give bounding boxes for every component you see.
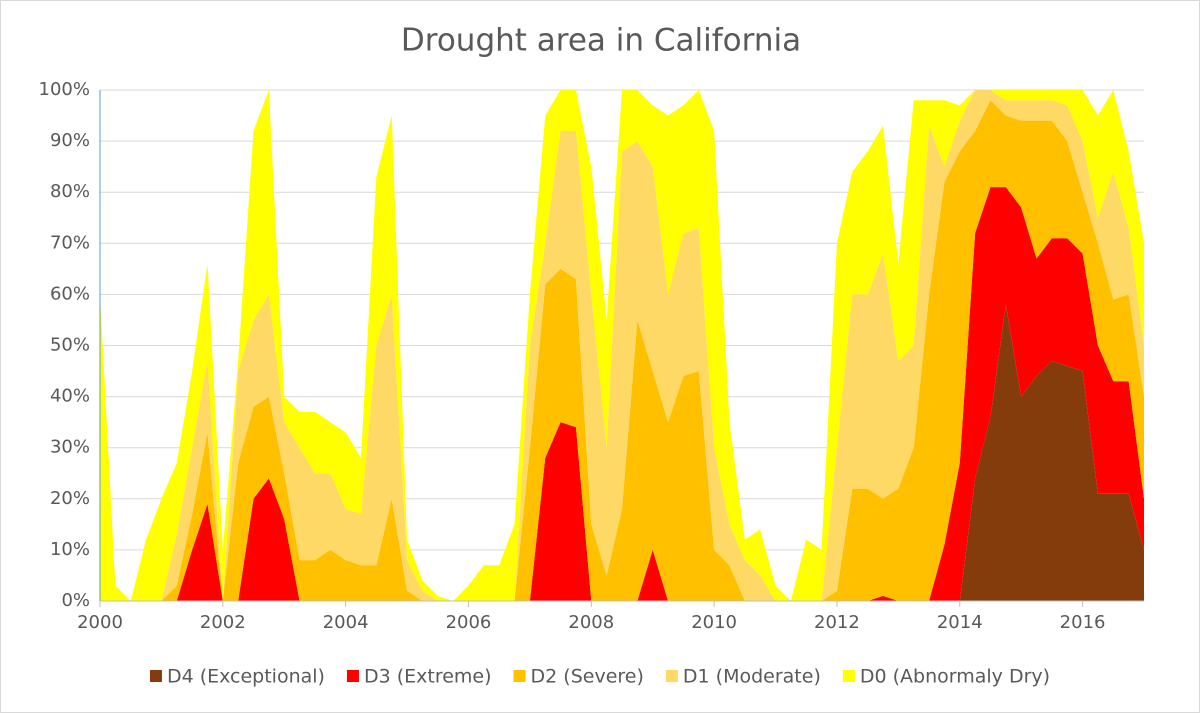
legend-swatch (665, 670, 678, 682)
x-tick-label: 2012 (814, 612, 860, 633)
legend-swatch (842, 670, 855, 682)
y-tick-label: 80% (50, 181, 90, 202)
chart-title: Drought area in California (401, 23, 801, 59)
x-tick-label: 2004 (323, 612, 369, 633)
legend-item: D1 (Moderate) (665, 666, 821, 688)
x-tick-label: 2014 (937, 612, 983, 633)
x-tick-label: 2010 (691, 612, 737, 633)
area (100, 304, 1144, 601)
y-tick-label: 60% (50, 283, 90, 304)
y-tick-label: 30% (50, 437, 90, 458)
area (100, 100, 1144, 601)
legend-swatch (513, 670, 526, 682)
legend-swatch (346, 670, 359, 682)
x-tick-label: 2002 (200, 612, 246, 633)
x-tick-label: 2016 (1060, 612, 1106, 633)
legend-label: D4 (Exceptional) (167, 666, 325, 688)
y-tick-label: 10% (50, 539, 90, 560)
x-tick-label: 2008 (568, 612, 614, 633)
x-tick-label: 2000 (77, 612, 123, 633)
area (100, 187, 1144, 601)
legend-label: D3 (Extreme) (364, 666, 492, 688)
legend-item: D4 (Exceptional) (149, 666, 325, 688)
legend-item: D0 (Abnormaly Dry) (842, 666, 1050, 688)
legend-item: D3 (Extreme) (346, 666, 492, 688)
y-tick-label: 90% (50, 130, 90, 151)
legend-label: D2 (Severe) (531, 666, 644, 688)
legend-label: D1 (Moderate) (683, 666, 821, 688)
y-tick-label: 40% (50, 386, 90, 407)
area (100, 90, 1144, 601)
y-tick-label: 50% (50, 335, 90, 356)
y-tick-label: 70% (50, 232, 90, 253)
legend-swatch (149, 670, 162, 682)
y-tick-label: 0% (61, 590, 90, 611)
x-tick-label: 2006 (446, 612, 492, 633)
plot-areas (100, 90, 1144, 601)
legend-item: D2 (Severe) (513, 666, 644, 688)
y-tick-label: 100% (39, 79, 90, 100)
y-tick-label: 20% (50, 488, 90, 509)
legend-label: D0 (Abnormaly Dry) (860, 666, 1050, 688)
area (100, 90, 1144, 601)
